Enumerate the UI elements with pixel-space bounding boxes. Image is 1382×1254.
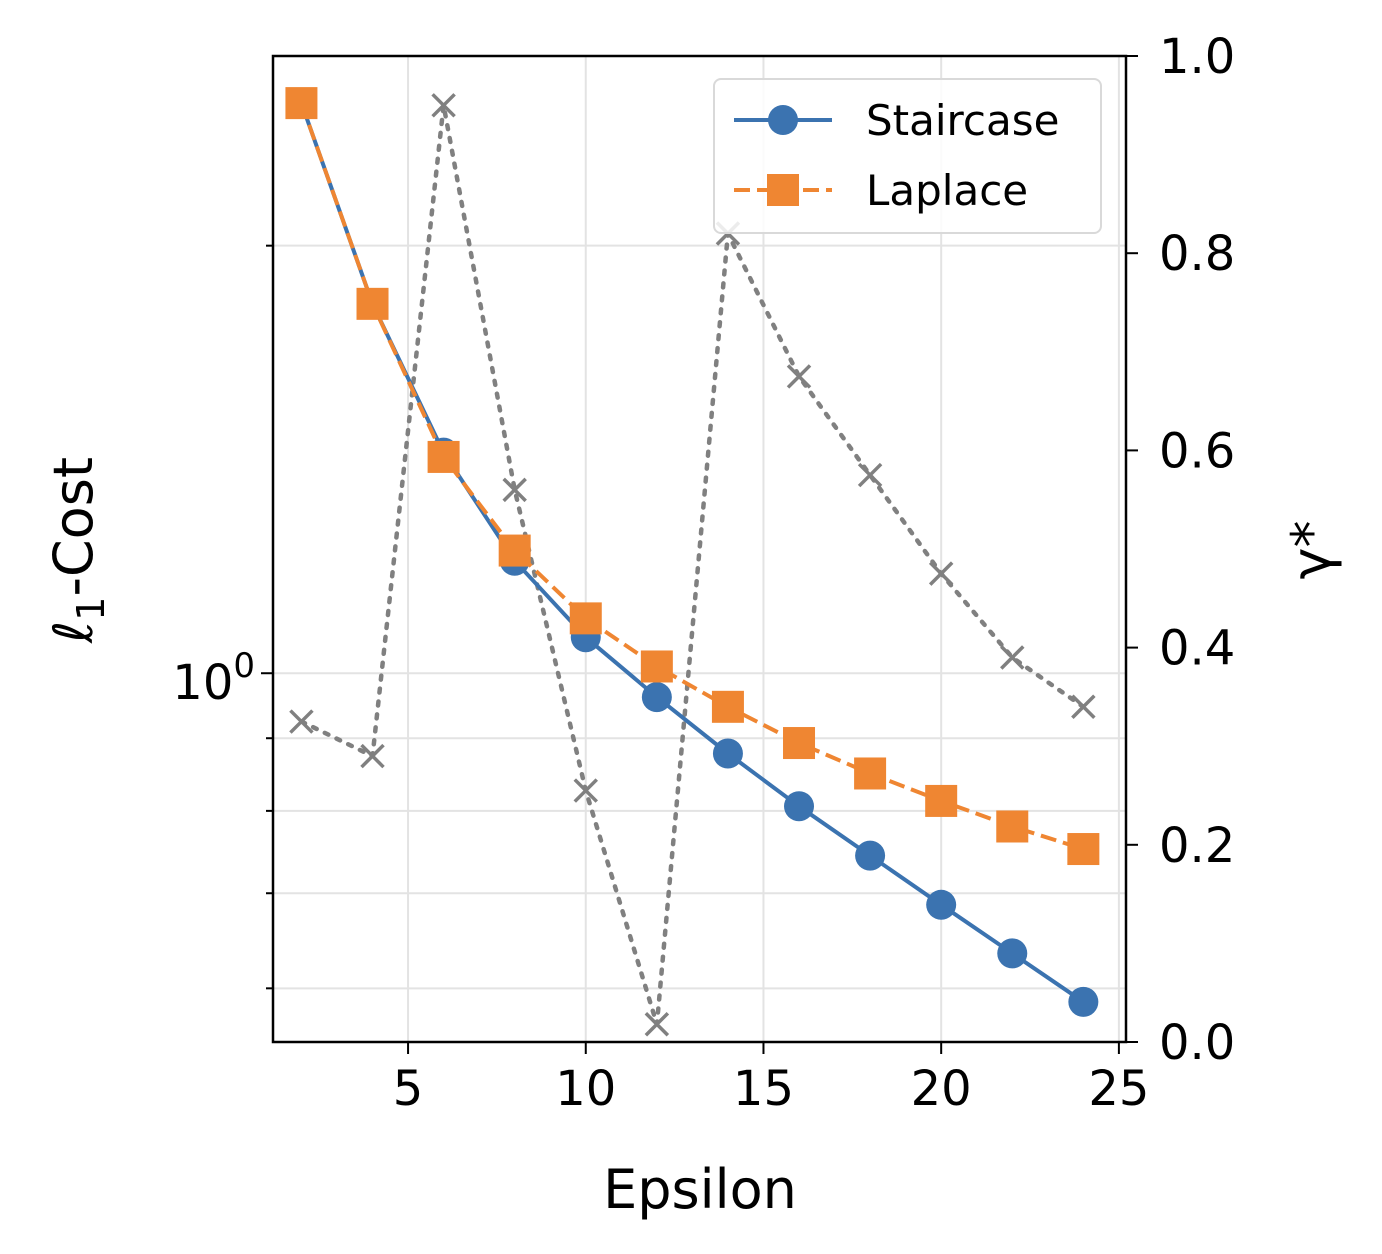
gamma-point [857, 462, 883, 488]
staircase-point [926, 889, 957, 920]
gamma-point [644, 1012, 670, 1037]
legend: Staircase Laplace [713, 78, 1102, 234]
y-tick-base: 10 [172, 655, 233, 711]
legend-laplace-label: Laplace [866, 166, 1028, 215]
staircase-point [997, 938, 1028, 969]
laplace-point [285, 87, 318, 120]
gamma-point [1000, 645, 1025, 670]
gamma-point [502, 477, 527, 503]
laplace-series-line [299, 102, 1084, 851]
legend-staircase-marker [768, 105, 798, 135]
y2-tick-label: 0.4 [1159, 621, 1235, 677]
gamma-point [573, 778, 599, 803]
laplace-point [640, 650, 673, 683]
y2-tick-label: 0.6 [1159, 423, 1235, 479]
x-tick-label: 15 [733, 1061, 794, 1117]
staircase-point [712, 738, 743, 769]
series-layer [285, 87, 1100, 1037]
staircase-point [855, 840, 886, 871]
y2-tick-label: 1.0 [1159, 29, 1235, 85]
y-axis-title-rest: -Cost [42, 457, 105, 597]
x-tick-label: 5 [393, 1061, 424, 1117]
x-tick-label: 10 [555, 1061, 616, 1117]
laplace-point [854, 757, 887, 790]
y2-axis-title: γ* [1280, 521, 1343, 580]
legend-laplace-marker [767, 174, 799, 206]
staircase-point [784, 791, 815, 822]
gamma-series-line [299, 103, 1086, 1027]
legend-box [713, 78, 1102, 234]
gamma-point [786, 364, 812, 389]
laplace-point [569, 602, 602, 635]
gamma-point [1071, 694, 1096, 719]
x-tick-label: 20 [911, 1061, 972, 1117]
y-axis-title-main: ℓ [42, 621, 105, 644]
y-tick-exponent: 0 [233, 646, 255, 686]
y2-tick-label: 0.8 [1159, 226, 1235, 282]
y-axis-title: ℓ1-Cost [42, 457, 113, 644]
y2-tick-label: 0.2 [1159, 818, 1235, 874]
y-axis-title-subscript: 1 [69, 597, 113, 621]
y-major-tick-label: 100 [172, 646, 255, 711]
y2-tick-label: 0.0 [1159, 1015, 1235, 1071]
x-axis-title: Epsilon [603, 1158, 797, 1221]
laplace-point [925, 784, 958, 817]
laplace-point [996, 810, 1029, 843]
legend-staircase-label: Staircase [866, 96, 1059, 145]
laplace-point [427, 440, 460, 473]
laplace-point [498, 534, 531, 567]
laplace-point [711, 690, 744, 723]
gamma-point [431, 93, 456, 118]
laplace-point [356, 287, 389, 320]
x-tick-label: 25 [1088, 1061, 1149, 1117]
plot-frame [271, 54, 1128, 1044]
gamma-point [360, 743, 385, 769]
laplace-point [1067, 833, 1100, 866]
gamma-point [928, 561, 954, 586]
gamma-point [289, 709, 314, 734]
staircase-point [1068, 986, 1099, 1017]
staircase-point [641, 682, 672, 713]
laplace-point [783, 727, 816, 760]
